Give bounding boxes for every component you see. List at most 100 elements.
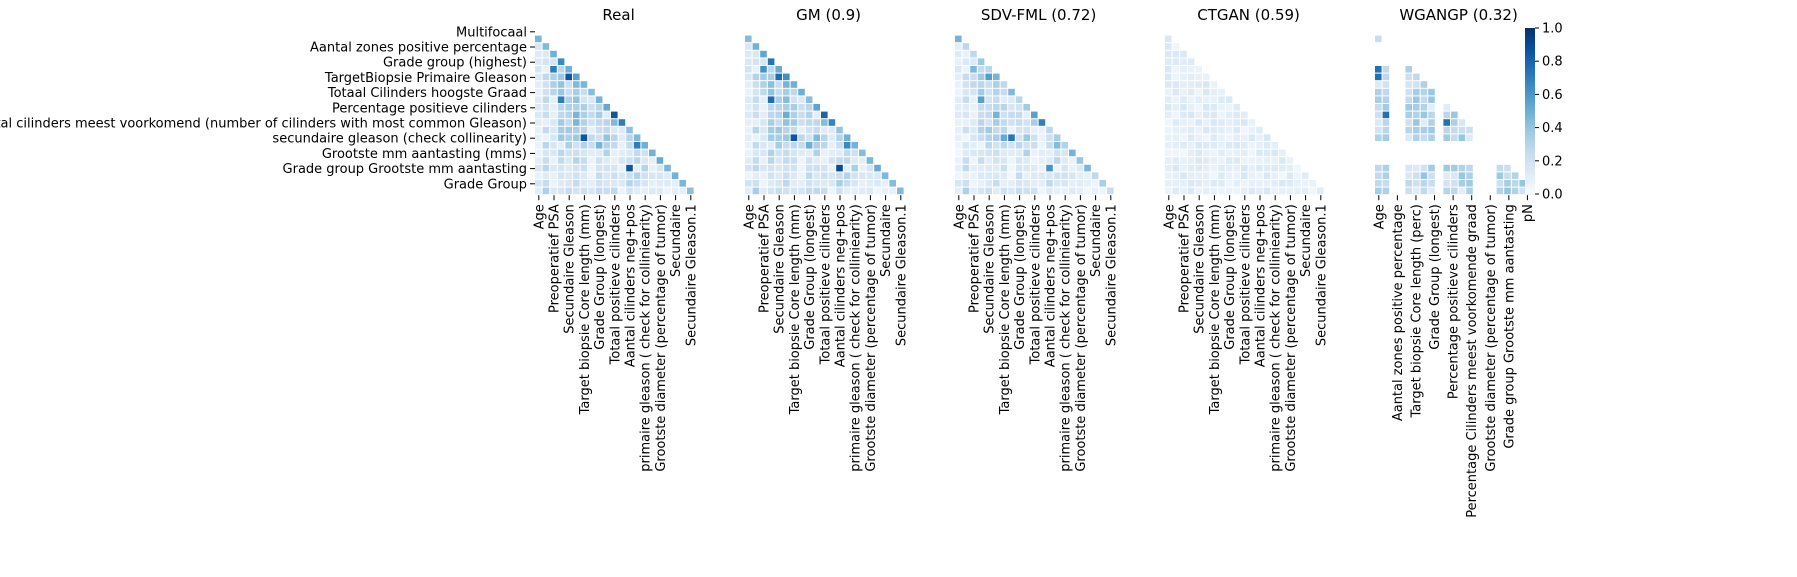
x-tick-label: Age <box>532 204 547 229</box>
heatmap-cell <box>542 73 550 81</box>
heatmap-cell <box>1504 187 1511 195</box>
heatmap-cell <box>1172 149 1180 157</box>
heatmap-cell <box>557 134 565 141</box>
heatmap-cell <box>1187 96 1195 103</box>
heatmap-cell <box>1466 172 1473 179</box>
heatmap-cell <box>1180 50 1187 58</box>
heatmap-cell <box>1180 134 1187 141</box>
heatmap-cell <box>859 187 866 195</box>
heatmap-cell <box>1248 187 1256 195</box>
heatmap-cell <box>1375 88 1382 96</box>
heatmap-cell <box>993 81 1000 88</box>
heatmap-cell <box>557 142 565 149</box>
heatmap-cell <box>1443 180 1450 187</box>
heatmap-cell <box>542 119 550 126</box>
heatmap-cell <box>993 134 1000 141</box>
heatmap-cell <box>1294 180 1301 187</box>
heatmap-cell <box>618 187 626 195</box>
colorbar-tick-label: 0.8 <box>1542 55 1563 70</box>
heatmap-cell <box>580 104 588 111</box>
heatmap-cell <box>557 81 565 88</box>
heatmap-cell <box>1076 164 1084 172</box>
heatmap-cell <box>783 187 790 195</box>
heatmap-cell <box>955 172 962 179</box>
heatmap-cell <box>1187 172 1195 179</box>
heatmap-cell <box>805 172 813 179</box>
heatmap-cell <box>985 157 992 164</box>
heatmap-cell <box>1031 134 1038 141</box>
heatmap-cell <box>611 187 618 195</box>
heatmap-cell <box>1172 81 1180 88</box>
heatmap-cell <box>1031 187 1038 195</box>
heatmap-cell <box>1180 126 1187 134</box>
heatmap-cell <box>1286 180 1294 187</box>
heatmap-cell <box>1046 142 1053 149</box>
heatmap-cell <box>977 149 985 157</box>
heatmap-cell <box>557 149 565 157</box>
heatmap-cell <box>881 172 889 179</box>
heatmap-cell <box>618 119 626 126</box>
heatmap-cell <box>752 180 760 187</box>
heatmap-cell <box>679 180 686 187</box>
heatmap-cell <box>687 187 694 195</box>
heatmap-cell <box>1023 164 1030 172</box>
heatmap-cell <box>1031 142 1038 149</box>
heatmap-cell <box>970 96 977 103</box>
heatmap-cell <box>565 96 572 103</box>
heatmap-cell <box>970 50 977 58</box>
heatmap-cell <box>1511 172 1519 179</box>
heatmap-cell <box>641 172 648 179</box>
heatmap-cell <box>1382 126 1390 134</box>
heatmap-cell <box>977 142 985 149</box>
heatmap-cell <box>588 172 595 179</box>
heatmap-cell <box>813 104 820 111</box>
heatmap-cell <box>1256 172 1263 179</box>
heatmap-cell <box>1405 164 1412 172</box>
heatmap-cell <box>1225 119 1233 126</box>
heatmap-cell <box>1015 134 1023 141</box>
heatmap-cell <box>1008 180 1015 187</box>
heatmap-cell <box>866 180 874 187</box>
heatmap-cell <box>1248 119 1256 126</box>
heatmap-cell <box>542 96 550 103</box>
heatmap-cell <box>626 149 633 157</box>
heatmap-cell <box>760 187 767 195</box>
heatmap-cell <box>1271 187 1278 195</box>
heatmap-cell <box>1172 66 1180 73</box>
colorbar: 0.0 0.2 0.4 0.6 0.8 1.0 <box>1525 22 1563 203</box>
x-tick-label: Grade Group (longest) <box>593 204 608 350</box>
heatmap-cell <box>550 142 557 149</box>
heatmap-cell <box>1099 180 1106 187</box>
heatmap-cell <box>828 142 836 149</box>
heatmap-cell <box>1210 149 1218 157</box>
heatmap-cell <box>1023 119 1030 126</box>
heatmap-cell <box>1382 66 1390 73</box>
heatmap-cell <box>760 134 767 141</box>
heatmap-cell <box>1420 172 1428 179</box>
heatmap-cell <box>962 172 970 179</box>
heatmap-cell <box>767 119 775 126</box>
heatmap-cell <box>1286 157 1294 164</box>
heatmap-cell <box>1248 172 1256 179</box>
heatmap-cell <box>977 58 985 65</box>
heatmap-cell <box>580 187 588 195</box>
x-tick-label: Secundaire Gleason <box>1193 204 1208 334</box>
heatmap-cell <box>866 187 874 195</box>
heatmap-cell <box>1428 164 1435 172</box>
heatmap-cell <box>1165 142 1172 149</box>
heatmap-cell <box>962 149 970 157</box>
heatmap-cell <box>1451 172 1458 179</box>
heatmap-cell <box>1076 180 1084 187</box>
x-tick-label: Secundaire Gleason <box>983 204 998 334</box>
heatmap-cell <box>550 88 557 96</box>
heatmap-cell <box>1382 111 1390 119</box>
heatmap-cell <box>798 172 805 179</box>
heatmap-cell <box>1428 134 1435 141</box>
y-tick-label: Multifocaal <box>456 25 527 40</box>
heatmap-cell <box>542 111 550 119</box>
heatmap-cell <box>790 104 798 111</box>
colorbar-gradient <box>1525 28 1535 194</box>
heatmap-cell <box>767 172 775 179</box>
heatmap-cell <box>962 50 970 58</box>
heatmap-cell <box>1519 180 1526 187</box>
